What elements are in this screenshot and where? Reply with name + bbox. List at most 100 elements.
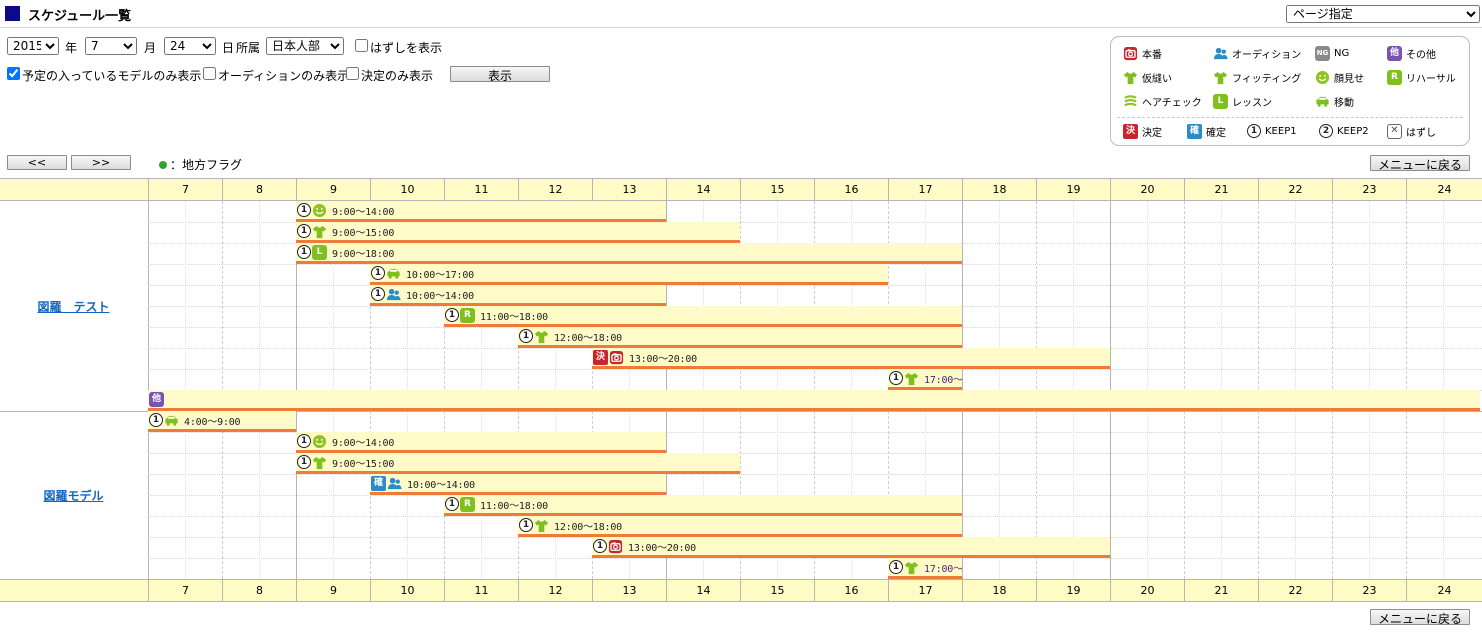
keep1-icon: 1 [889,560,903,574]
schedule-bar[interactable]: 1 9:00〜14:00 [296,201,666,222]
shirt-icon [904,371,919,386]
show-button[interactable]: 表示 [450,66,550,83]
only-scheduled-label: 予定の入っているモデルのみ表示 [22,69,202,83]
legend-item: 他その他 [1387,45,1436,61]
row-line [148,222,1482,223]
legend-item: 確確定 [1187,123,1226,139]
year-select[interactable]: 2015 [7,37,59,55]
hour-cell: 21 [1184,580,1258,601]
schedule-bar[interactable]: 1 17:00〜18:00 [888,558,962,579]
rehearsal-icon: R [460,496,475,512]
schedule-bar[interactable]: 1 12:00〜18:00 [518,327,962,348]
schedule-time: 17:00〜18:00 [924,563,962,575]
schedule-time: 9:00〜14:00 [332,206,395,218]
hour-header-bottom: 7 8 9 10 11 12 13 14 15 16 17 18 19 20 21 22 23 24 [0,579,1482,602]
page-select[interactable]: ページ指定 [1286,5,1480,23]
model-name-link[interactable]: 図羅モデル [43,489,104,503]
kettei-icon: 決 [593,349,608,365]
schedule-time: 11:00〜18:00 [480,311,549,323]
legend-label: 決定 [1142,127,1162,139]
schedule-time: 4:00〜9:00 [184,416,241,428]
hour-cell: 8 [222,179,296,200]
hour-cell: 23 [1332,179,1406,200]
hour-cell: 15 [740,179,814,200]
legend-label: オーディション [1232,49,1302,61]
show-hazushi-label: はずしを表示 [370,41,443,55]
schedule-bar[interactable]: 1 9:00〜15:00 [296,222,740,243]
title-bar [0,0,1482,28]
smile-icon [312,434,327,449]
day-label: 日 [222,41,235,55]
schedule-bar[interactable]: 1 L 9:00〜18:00 [296,243,962,264]
keep1-icon: 1 [889,371,903,385]
menu-back-button-top[interactable]: メニューに戻る [1370,155,1470,172]
hour-header-top: 7 8 9 10 11 12 13 14 15 16 17 18 19 20 21 22 23 24 [0,178,1482,201]
schedule-bar[interactable]: 決 13:00〜20:00 [592,348,1110,369]
hour-cell: 8 [222,580,296,601]
legend-item: 本番 [1123,45,1162,61]
hour-cell: 14 [666,179,740,200]
keep1-icon: 1 [297,224,311,238]
title-marker-icon [5,6,20,21]
prev-button[interactable]: << [7,155,67,170]
hour-cell: 22 [1258,580,1332,601]
legend-item: 顔見せ [1315,69,1364,85]
legend-label: 確定 [1206,127,1226,139]
keep1-icon: 1 [297,434,311,448]
schedule-bar[interactable]: 1 10:00〜14:00 [370,285,666,306]
schedule-bar[interactable]: 1 R 11:00〜18:00 [444,495,962,516]
schedule-time: 12:00〜18:00 [554,521,623,533]
show-hazushi-checkbox[interactable] [355,39,368,52]
keep1-icon: 1 [1247,124,1261,138]
hour-cell: 21 [1184,179,1258,200]
schedule-bar[interactable]: 確 10:00〜14:00 [370,474,666,495]
camera-icon [609,350,624,365]
schedule-bar[interactable]: 1 17:00〜18:00 [888,369,962,390]
keep1-icon: 1 [371,287,385,301]
schedule-bar[interactable]: 1 4:00〜9:00 [148,411,296,432]
keep1-icon: 1 [149,413,163,427]
schedule-bar[interactable]: 1 9:00〜15:00 [296,453,740,474]
rehearsal-icon: R [460,307,475,323]
legend-label: 本番 [1142,49,1162,61]
hair-icon [1123,94,1138,109]
person-icon [1213,46,1228,61]
schedule-time: 10:00〜17:00 [406,269,475,281]
only-audition-checkbox[interactable] [203,67,216,80]
legend-item: 決決定 [1123,123,1162,139]
only-scheduled-checkbox[interactable] [7,67,20,80]
next-button[interactable]: >> [71,155,131,170]
schedule-bar[interactable]: 他 [148,390,1480,411]
car-icon [164,413,179,428]
month-select[interactable]: 7 [85,37,137,55]
menu-back-button-bottom[interactable]: メニューに戻る [1370,609,1470,626]
day-select[interactable]: 24 [164,37,216,55]
legend-label: はずし [1406,127,1436,139]
schedule-bar[interactable]: 1 13:00〜20:00 [592,537,1110,558]
keep1-icon: 1 [519,329,533,343]
lesson-icon: L [312,244,327,260]
schedule-time: 11:00〜18:00 [480,500,549,512]
schedule-bar[interactable]: 1 9:00〜14:00 [296,432,666,453]
local-flag-icon [159,160,167,169]
schedule-bar[interactable]: 1 12:00〜18:00 [518,516,962,537]
camera-icon [1123,46,1138,61]
schedule-bar[interactable]: 1 R 11:00〜18:00 [444,306,962,327]
hour-cell: 7 [148,179,222,200]
schedule-time: 10:00〜14:00 [406,290,475,302]
dept-select[interactable]: 日本人部 [266,37,344,55]
row-line [148,558,1482,559]
schedule-bar[interactable]: 1 10:00〜17:00 [370,264,888,285]
model-name-link[interactable]: 図羅 テスト [37,300,110,314]
hour-cell: 10 [370,580,444,601]
page-title: スケジュール一覧 [28,9,132,24]
hour-cell: 22 [1258,179,1332,200]
legend-item: R リハーサル [1387,69,1456,85]
person-icon [386,287,401,302]
legend-label: リハーサル [1406,73,1456,85]
only-decided-checkbox[interactable] [346,67,359,80]
keep1-icon: 1 [519,518,533,532]
schedule-time: 9:00〜14:00 [332,437,395,449]
hour-cell: 9 [296,179,370,200]
schedule-grid: 7 8 9 10 11 12 13 14 15 16 17 18 19 20 21 22 23 24 図羅 テスト 1… [0,178,1482,602]
